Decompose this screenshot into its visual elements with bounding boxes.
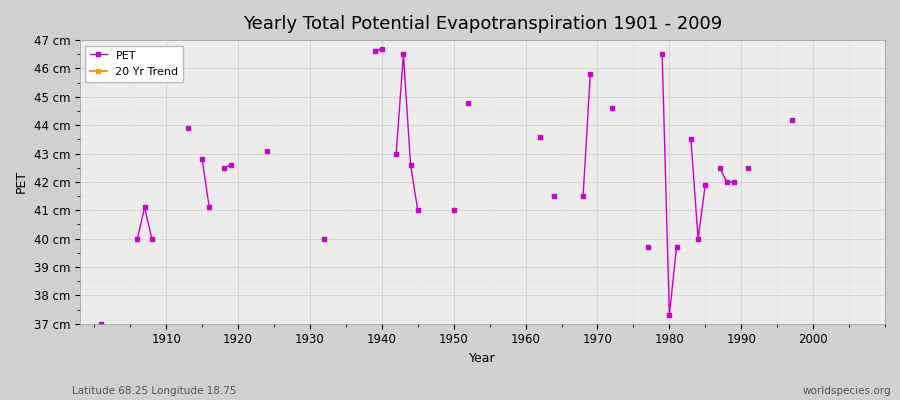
Line: PET: PET [100,47,793,326]
Text: worldspecies.org: worldspecies.org [803,386,891,396]
Legend: PET, 20 Yr Trend: PET, 20 Yr Trend [86,46,183,82]
Y-axis label: PET: PET [15,170,28,194]
PET [96,321,107,326]
X-axis label: Year: Year [469,352,496,365]
Title: Yearly Total Potential Evapotranspiration 1901 - 2009: Yearly Total Potential Evapotranspiratio… [243,15,722,33]
Text: Latitude 68.25 Longitude 18.75: Latitude 68.25 Longitude 18.75 [72,386,237,396]
PET [319,236,329,241]
